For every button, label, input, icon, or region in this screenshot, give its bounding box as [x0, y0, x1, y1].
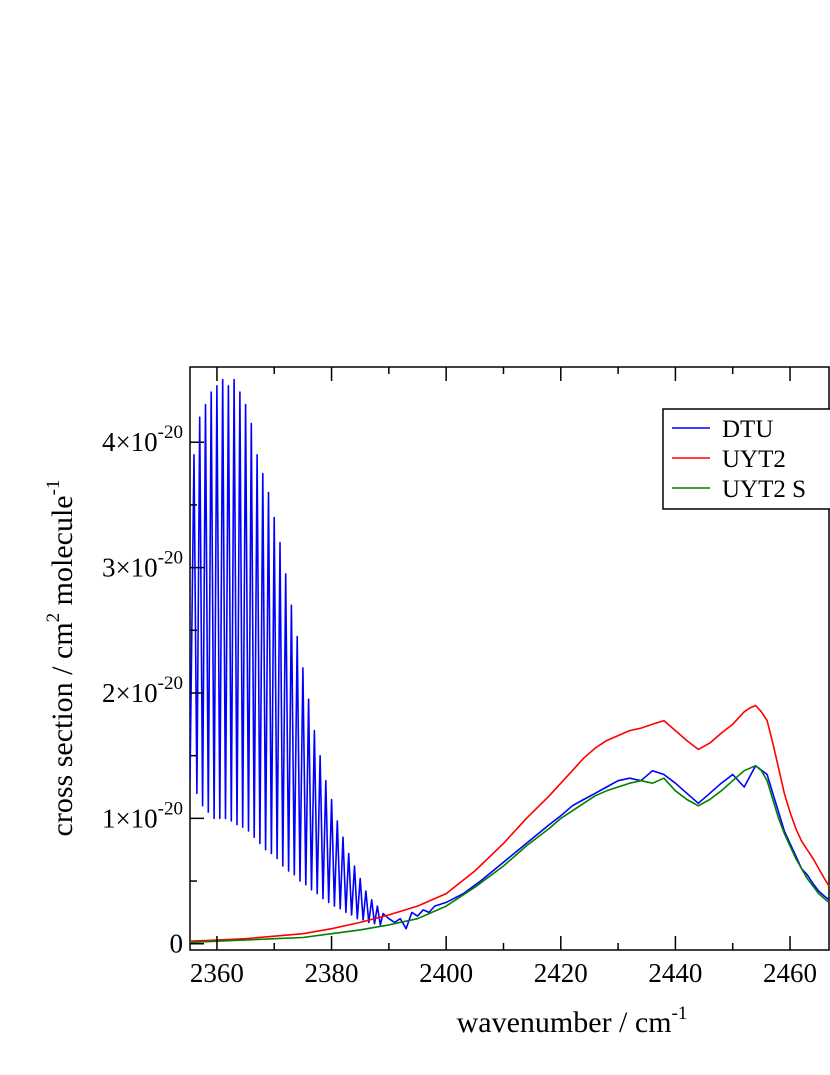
y-axis: 0 1×10-20 2×10-20 3×10-20 4×10-20 [102, 422, 204, 959]
x-axis-title-superscript: -1 [672, 1003, 688, 1024]
series-line-2 [190, 764, 830, 944]
y-tick-label-3: 3×10-20 [102, 548, 183, 583]
legend-box [662, 408, 830, 510]
y-tick-label-4: 4×10-20 [102, 422, 183, 457]
y-axis-title-text: cross section / cm [46, 622, 79, 836]
y-tick-label-1: 1×10-20 [102, 798, 183, 833]
y-axis-title-superscript: 2 [43, 613, 64, 623]
series-line-1 [190, 704, 830, 942]
y-axis-title: cross section / cm2 molecule-1 [43, 480, 79, 837]
x-tick-label-0: 2360 [190, 958, 244, 988]
legend: DTU UYT2 UYT2 S [662, 408, 830, 510]
legend-label-0: DTU [722, 416, 773, 443]
legend-label-1: UYT2 [722, 446, 786, 473]
x-tick-label-3: 2420 [534, 958, 588, 988]
y-tick-label-0: 0 [170, 929, 184, 959]
y-axis-title-tail: molecule [46, 495, 79, 612]
y-tick-label-2: 2×10-20 [102, 673, 183, 708]
x-tick-label-2: 2400 [419, 958, 473, 988]
x-tick-label-4: 2440 [648, 958, 702, 988]
x-tick-label-5: 2460 [763, 958, 817, 988]
series-layer [190, 378, 830, 944]
y-axis-title-tail-superscript: -1 [43, 480, 64, 496]
legend-label-2: UYT2 S [722, 476, 806, 503]
x-tick-label-1: 2380 [305, 958, 359, 988]
series-line-0 [190, 378, 830, 930]
x-axis-title-text: wavenumber / cm [457, 1006, 672, 1039]
x-axis: 2360 2380 2400 2420 2440 2460 [190, 367, 817, 988]
x-axis-title: wavenumber / cm-1 [457, 1003, 688, 1039]
plot-frame [189, 366, 830, 951]
